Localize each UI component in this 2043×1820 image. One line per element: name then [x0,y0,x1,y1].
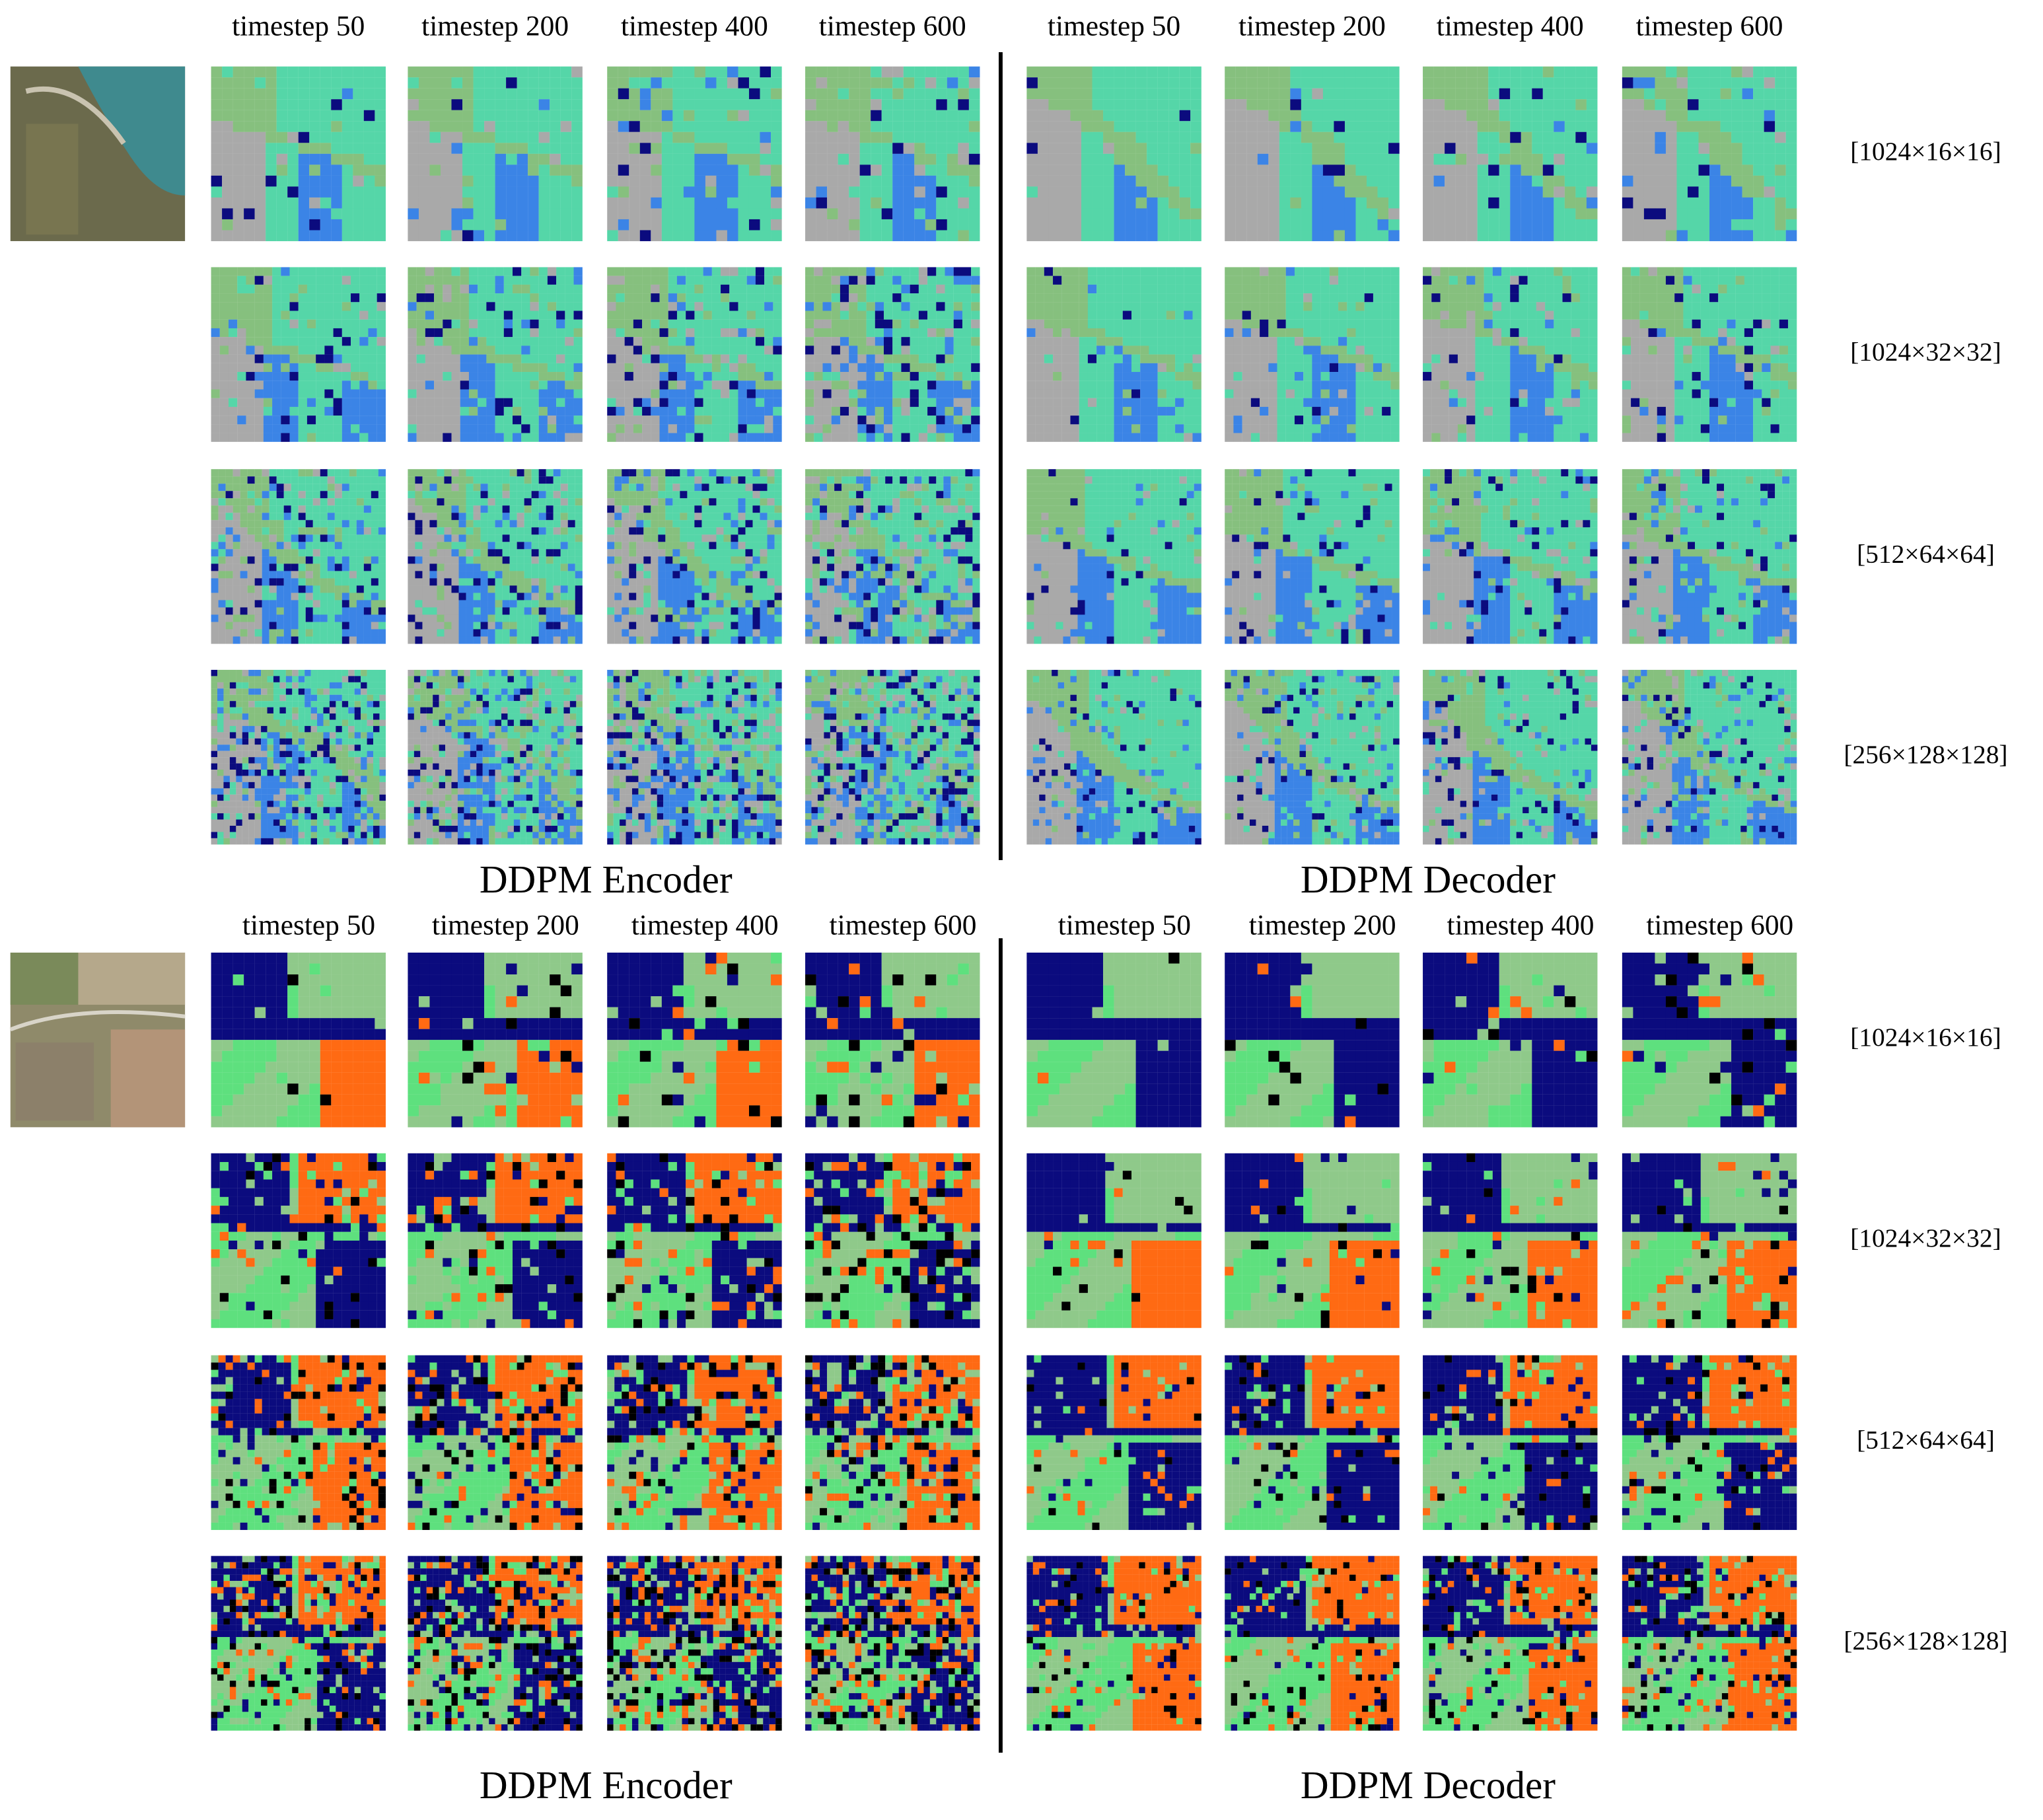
column-header: timestep 400 [621,10,768,42]
segmentation-map [607,953,781,1127]
segmentation-map [211,1153,386,1328]
column-header: timestep 600 [830,909,977,941]
segmentation-map [1026,670,1201,844]
segmentation-map [607,1556,781,1730]
segmentation-map [1225,1356,1399,1530]
caption: DDPM Decoder [1301,857,1556,901]
resolution-label: [1024×32×32] [1850,338,2001,367]
segmentation-map [408,469,582,643]
segmentation-map [1026,1153,1201,1328]
segmentation-map [1423,1356,1597,1530]
segmentation-map [1225,67,1399,241]
segmentation-map [408,267,582,441]
segmentation-map [1225,267,1399,441]
column-header: timestep 400 [1447,909,1595,941]
segmentation-map [1225,1556,1399,1730]
segmentation-map [1423,267,1597,441]
segmentation-map [1225,469,1399,643]
segmentation-map [805,670,980,844]
segmentation-map [408,1356,582,1530]
resolution-label: [1024×16×16] [1850,1023,2001,1052]
segmentation-map [1622,1356,1797,1530]
column-header: timestep 200 [1249,909,1396,941]
segmentation-map [408,1556,582,1730]
segmentation-map [1225,953,1399,1127]
resolution-label: [256×128×128] [1844,740,2007,769]
segmentation-map [1026,267,1201,441]
segmentation-map [805,1153,980,1328]
segmentation-map [1622,469,1797,643]
column-header: timestep 200 [432,909,579,941]
column-header: timestep 50 [232,10,365,42]
segmentation-map [805,1556,980,1730]
segmentation-map [1622,67,1797,241]
segmentation-map [1026,953,1201,1127]
segmentation-map [408,953,582,1127]
segmentation-map [805,1356,980,1530]
segmentation-map [805,267,980,441]
segmentation-map [1423,1153,1597,1328]
segmentation-map [211,670,386,844]
satellite-image [11,67,185,241]
segmentation-map [211,267,386,441]
segmentation-map [408,67,582,241]
segmentation-map [607,67,781,241]
segmentation-map [1026,1556,1201,1730]
segmentation-map [1622,267,1797,441]
segmentation-map [1225,1153,1399,1328]
segmentation-map [1622,1556,1797,1730]
segmentation-map [1225,670,1399,844]
segmentation-map [1423,67,1597,241]
column-header: timestep 50 [1048,10,1180,42]
figure: timestep 50 timestep 200 timestep 400 times… [0,0,2043,1820]
segmentation-map [1423,469,1597,643]
segmentation-map [211,67,386,241]
segmentation-map [805,469,980,643]
segmentation-map [1622,670,1797,844]
caption: DDPM Encoder [480,1763,733,1807]
column-header: timestep 600 [819,10,966,42]
resolution-label: [1024×16×16] [1850,137,2001,166]
segmentation-map [1423,953,1597,1127]
caption: DDPM Encoder [480,857,733,901]
caption: DDPM Decoder [1301,1763,1556,1807]
segmentation-map [607,469,781,643]
segmentation-map [607,670,781,844]
segmentation-map [1622,1153,1797,1328]
column-header: timestep 50 [242,909,375,941]
segmentation-map [607,267,781,441]
segmentation-map [1026,1356,1201,1530]
segmentation-map [607,1356,781,1530]
resolution-label: [512×64×64] [1857,539,1995,568]
segmentation-map [408,1153,582,1328]
segmentation-map [1423,670,1597,844]
segmentation-map [211,1556,386,1730]
resolution-label: [1024×32×32] [1850,1223,2001,1253]
segmentation-map [211,1356,386,1530]
segmentation-map [1026,469,1201,643]
segmentation-map [805,953,980,1127]
column-header: timestep 200 [1238,10,1386,42]
resolution-label: [256×128×128] [1844,1626,2007,1656]
column-header: timestep 400 [631,909,779,941]
satellite-image [11,953,185,1127]
column-header: timestep 200 [421,10,569,42]
resolution-label: [512×64×64] [1857,1426,1995,1455]
column-header: timestep 50 [1058,909,1191,941]
column-header: timestep 600 [1636,10,1783,42]
segmentation-map [805,67,980,241]
segmentation-map [1423,1556,1597,1730]
segmentation-map [1026,67,1201,241]
segmentation-map [607,1153,781,1328]
column-header: timestep 400 [1437,10,1584,42]
column-header: timestep 600 [1646,909,1793,941]
segmentation-map [211,953,386,1127]
segmentation-map [408,670,582,844]
segmentation-map [211,469,386,643]
segmentation-map [1622,953,1797,1127]
